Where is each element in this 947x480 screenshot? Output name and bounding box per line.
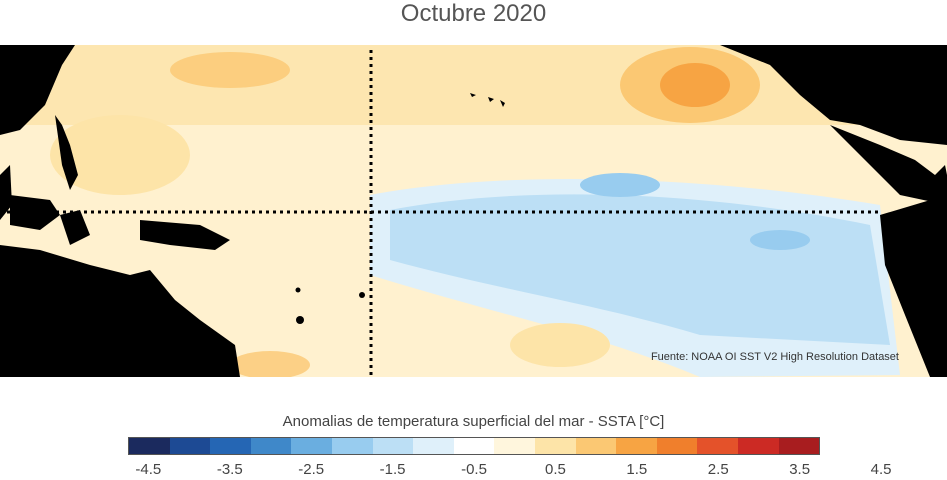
cold-tongue-core bbox=[580, 173, 660, 197]
colorbar-label: Anomalias de temperatura superficial del… bbox=[282, 413, 665, 430]
philippines-landmass bbox=[55, 115, 78, 190]
colorbar-swatch bbox=[778, 438, 820, 454]
colorbar-tick-label: -4.5 bbox=[135, 461, 162, 478]
indochina-landmass bbox=[0, 165, 12, 220]
southwest-warm-anomaly bbox=[230, 351, 310, 377]
west-pacific-warm-pool bbox=[50, 115, 190, 195]
colorbar-swatch bbox=[494, 438, 535, 454]
colorbar-tick-label: 4.5 bbox=[870, 461, 892, 478]
south-america-landmass bbox=[880, 195, 947, 377]
colorbar-tick-label: -1.5 bbox=[379, 461, 406, 478]
north-america-landmass bbox=[720, 45, 947, 145]
colorbar-swatch bbox=[372, 438, 414, 454]
sulawesi-landmass bbox=[60, 210, 90, 245]
colorbar-swatch bbox=[250, 438, 292, 454]
australia-landmass bbox=[0, 245, 240, 377]
cold-tongue-core-east bbox=[750, 230, 810, 250]
colorbar-swatch bbox=[169, 438, 211, 454]
colorbar-swatch bbox=[129, 438, 170, 454]
asia-landmass bbox=[0, 45, 75, 135]
pacific-island bbox=[295, 287, 301, 293]
pacific-island bbox=[296, 316, 304, 324]
central-america-landmass bbox=[830, 125, 947, 205]
pacific-island bbox=[359, 292, 365, 298]
colorbar-swatch bbox=[656, 438, 698, 454]
map-title: Octubre 2020 bbox=[400, 0, 547, 27]
nw-pacific-warm-anomaly bbox=[170, 52, 290, 88]
colorbar-tick-label: 2.5 bbox=[707, 461, 729, 478]
land-masses bbox=[0, 45, 947, 377]
colorbar-swatch bbox=[331, 438, 373, 454]
colorbar-tick-label: -3.5 bbox=[216, 461, 243, 478]
new-guinea-landmass bbox=[140, 220, 230, 250]
colorbar-swatch bbox=[575, 438, 617, 454]
colorbar-tick-label: 3.5 bbox=[789, 461, 811, 478]
south-warm-anomaly bbox=[510, 323, 610, 367]
data-source-credit: Fuente: NOAA OI SST V2 High Resolution D… bbox=[650, 351, 899, 363]
colorbar bbox=[128, 437, 820, 455]
colorbar-tick-label: -0.5 bbox=[461, 461, 487, 478]
colorbar-swatch bbox=[413, 438, 454, 454]
colorbar-tick-label: -2.5 bbox=[298, 461, 325, 478]
colorbar-swatch bbox=[697, 438, 738, 454]
colorbar-tick-label: 0.5 bbox=[544, 461, 566, 478]
ne-pacific-hot-core bbox=[660, 63, 730, 107]
colorbar-swatch bbox=[737, 438, 779, 454]
colorbar-swatch bbox=[210, 438, 251, 454]
ssta-map-canvas bbox=[0, 45, 947, 377]
hawaii-islands bbox=[470, 93, 505, 107]
ssta-map bbox=[0, 45, 947, 377]
colorbar-swatch bbox=[453, 438, 495, 454]
colorbar-swatch bbox=[291, 438, 332, 454]
colorbar-ticks: -4.5 -3.5 -2.5 -1.5 -0.5 0.5 1.5 2.5 3.5 4.5 bbox=[0, 461, 947, 479]
colorbar-tick-label: 1.5 bbox=[626, 461, 648, 478]
colorbar-swatch bbox=[616, 438, 657, 454]
colorbar-swatch bbox=[534, 438, 576, 454]
